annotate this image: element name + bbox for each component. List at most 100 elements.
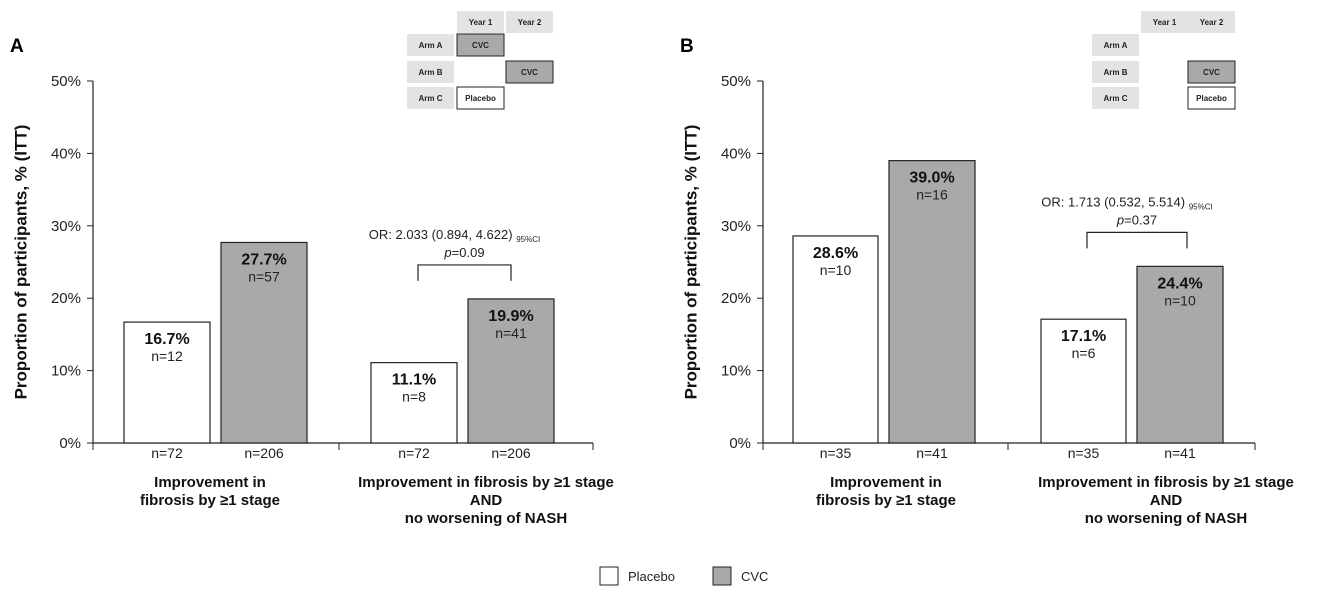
x-category-label: Improvement in fibrosis by ≥1 stage xyxy=(358,474,614,491)
bar-n-responders: n=10 xyxy=(820,262,852,278)
design-header-cell xyxy=(457,11,504,33)
legend: Placebo CVC xyxy=(599,566,768,586)
design-arm-label: Arm C xyxy=(1103,94,1127,103)
bar-value-label: 16.7% xyxy=(144,331,189,348)
y-tick-label: 0% xyxy=(729,435,751,452)
significance-bracket xyxy=(417,264,512,281)
legend-label: CVC xyxy=(741,569,768,584)
y-axis-title: Proportion of participants, % (ITT) xyxy=(681,125,700,400)
panel-label: B xyxy=(680,36,694,57)
x-category-label: fibrosis by ≥1 stage xyxy=(816,492,956,509)
x-category-label: Improvement in fibrosis by ≥1 stage xyxy=(1038,474,1294,491)
y-tick-label: 20% xyxy=(721,290,751,307)
y-axis-title: Proportion of participants, % (ITT) xyxy=(11,125,30,400)
y-tick-label: 40% xyxy=(51,145,81,162)
bar-n-total: n=41 xyxy=(1164,445,1196,461)
x-category-label: no worsening of NASH xyxy=(1085,510,1248,527)
chart-panel-a: A Proportion of participants, % (ITT) 0% 10… xyxy=(10,11,614,527)
design-cell-cvc xyxy=(1187,60,1236,84)
design-cell-placebo xyxy=(456,86,505,110)
bar-cvc xyxy=(1136,265,1224,444)
bar-n-responders: n=57 xyxy=(248,268,280,284)
bar-value-label: 24.4% xyxy=(1157,275,1202,292)
design-header-label: Year 1 xyxy=(469,18,493,27)
significance-bracket xyxy=(1086,231,1188,249)
bar-cvc xyxy=(220,241,308,444)
design-arm-cell xyxy=(407,61,454,83)
bar-n-total: n=72 xyxy=(151,445,183,461)
design-header-cell xyxy=(1188,11,1235,33)
y-tick-label: 50% xyxy=(51,73,81,90)
design-arm-label: Arm B xyxy=(418,68,442,77)
odds-ratio-text: OR: 2.033 (0.894, 4.622) 95%CI xyxy=(369,227,540,244)
legend-label: Placebo xyxy=(628,569,675,584)
bar-cvc xyxy=(888,160,976,444)
bar-n-responders: n=10 xyxy=(1164,292,1196,308)
design-header-label: Year 1 xyxy=(1153,18,1177,27)
design-arm-cell xyxy=(1092,34,1139,56)
bar-n-responders: n=12 xyxy=(151,348,183,364)
bar-placebo xyxy=(370,362,458,444)
bar-n-responders: n=16 xyxy=(916,187,948,203)
bar-value-label: 19.9% xyxy=(488,308,533,325)
legend-swatch-placebo xyxy=(599,566,619,586)
legend-swatch-cvc xyxy=(712,566,732,586)
design-header-cell xyxy=(506,11,553,33)
bar-value-label: 28.6% xyxy=(813,245,858,262)
bar-n-total: n=206 xyxy=(491,445,531,461)
bar-n-total: n=41 xyxy=(916,445,948,461)
bar-value-label: 17.1% xyxy=(1061,328,1106,345)
design-header-label: Year 2 xyxy=(518,18,542,27)
bar-n-responders: n=6 xyxy=(1072,345,1096,361)
bar-value-label: 27.7% xyxy=(241,251,286,268)
study-design-table: Year 1 Year 2 Arm A CVC Arm B CVC Arm C Placebo xyxy=(407,11,554,110)
design-arm-label: Arm C xyxy=(418,94,442,103)
design-cell-label: CVC xyxy=(472,41,489,50)
bar-n-total: n=72 xyxy=(398,445,430,461)
y-tick-label: 40% xyxy=(721,145,751,162)
bar-n-responders: n=8 xyxy=(402,389,426,405)
study-design-table: Year 1 Year 2 Arm A Arm B CVC Arm C Placebo xyxy=(1092,11,1236,110)
design-header-label: Year 2 xyxy=(1200,18,1224,27)
design-cell-cvc xyxy=(456,33,505,57)
design-cell-cvc xyxy=(505,60,554,84)
bar-placebo xyxy=(123,321,211,444)
design-cell-placebo xyxy=(1187,86,1236,110)
design-arm-label: Arm B xyxy=(1103,68,1127,77)
y-tick-label: 50% xyxy=(721,73,751,90)
bar-value-label: 39.0% xyxy=(909,170,954,187)
bar-value-label: 11.1% xyxy=(392,372,436,389)
y-tick-label: 30% xyxy=(721,218,751,235)
design-arm-label: Arm A xyxy=(419,41,443,50)
y-tick-label: 10% xyxy=(51,363,81,380)
design-cell-label: Placebo xyxy=(1196,94,1227,103)
panel-label: A xyxy=(10,36,24,57)
x-category-label: AND xyxy=(1150,492,1183,509)
design-arm-cell xyxy=(407,34,454,56)
p-value-text: p=0.09 xyxy=(443,245,484,260)
y-tick-label: 0% xyxy=(59,435,81,452)
bar-placebo xyxy=(792,235,879,444)
x-category-label: Improvement in xyxy=(154,474,266,491)
design-cell-label: CVC xyxy=(521,68,538,77)
design-header-cell xyxy=(1141,11,1188,33)
y-tick-label: 10% xyxy=(721,363,751,380)
bar-n-responders: n=41 xyxy=(495,325,527,341)
design-arm-label: Arm A xyxy=(1104,41,1128,50)
x-category-label: fibrosis by ≥1 stage xyxy=(140,492,280,509)
bar-n-total: n=35 xyxy=(820,445,852,461)
design-arm-cell xyxy=(1092,61,1139,83)
odds-ratio-text: OR: 1.713 (0.532, 5.514) 95%CI xyxy=(1041,194,1212,211)
chart-panel-b: B Proportion of participants, % (ITT) 0% 10… xyxy=(680,11,1294,527)
design-arm-cell xyxy=(1092,87,1139,109)
design-cell-label: Placebo xyxy=(465,94,496,103)
y-tick-label: 20% xyxy=(51,290,81,307)
design-arm-cell xyxy=(407,87,454,109)
bar-placebo xyxy=(1040,318,1127,444)
x-category-label: no worsening of NASH xyxy=(405,510,568,527)
bar-n-total: n=35 xyxy=(1068,445,1100,461)
x-category-label: Improvement in xyxy=(830,474,942,491)
bar-n-total: n=206 xyxy=(244,445,284,461)
x-category-label: AND xyxy=(470,492,503,509)
